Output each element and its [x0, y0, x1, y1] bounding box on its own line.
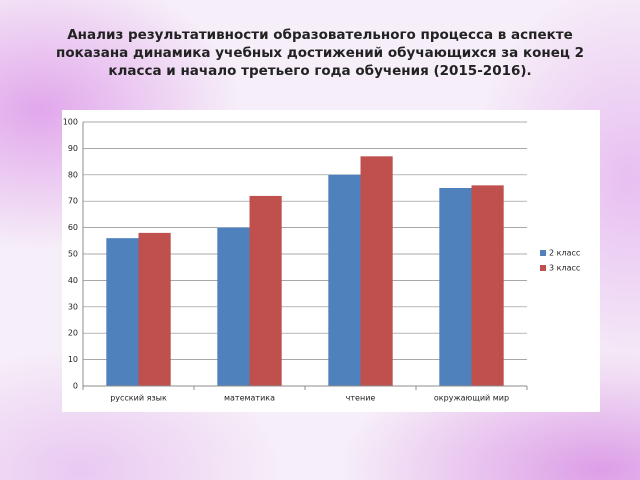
y-tick-label: 0	[73, 382, 78, 391]
bar	[328, 174, 361, 386]
bar	[138, 232, 171, 386]
y-tick-label: 30	[68, 302, 78, 311]
y-tick-label: 50	[68, 250, 78, 259]
bar	[106, 238, 139, 386]
bar	[360, 156, 393, 386]
y-tick-label: 40	[68, 276, 78, 285]
bar	[471, 185, 504, 386]
bar	[439, 188, 472, 386]
bar	[249, 195, 282, 386]
x-tick-label: чтение	[346, 394, 376, 403]
y-tick-label: 100	[63, 118, 78, 127]
bar	[217, 227, 250, 386]
y-tick-label: 10	[68, 355, 78, 364]
legend-swatch	[540, 250, 546, 256]
legend-label: 3 класс	[549, 264, 580, 273]
x-tick-label: математика	[224, 394, 275, 403]
y-tick-label: 80	[68, 170, 78, 179]
chart-title: Анализ результативности образовательного…	[56, 27, 584, 79]
x-tick-label: русский язык	[110, 394, 167, 403]
legend-label: 2 класс	[549, 249, 580, 258]
y-tick-label: 90	[68, 144, 78, 153]
y-tick-label: 60	[68, 223, 78, 232]
y-tick-label: 70	[68, 197, 78, 206]
legend-swatch	[540, 265, 546, 271]
x-tick-label: окружающий мир	[434, 394, 509, 403]
y-tick-label: 20	[68, 329, 78, 338]
